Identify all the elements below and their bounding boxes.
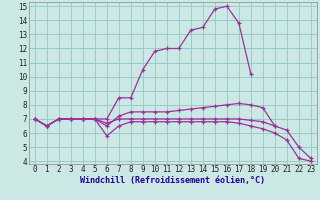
X-axis label: Windchill (Refroidissement éolien,°C): Windchill (Refroidissement éolien,°C) — [80, 176, 265, 185]
